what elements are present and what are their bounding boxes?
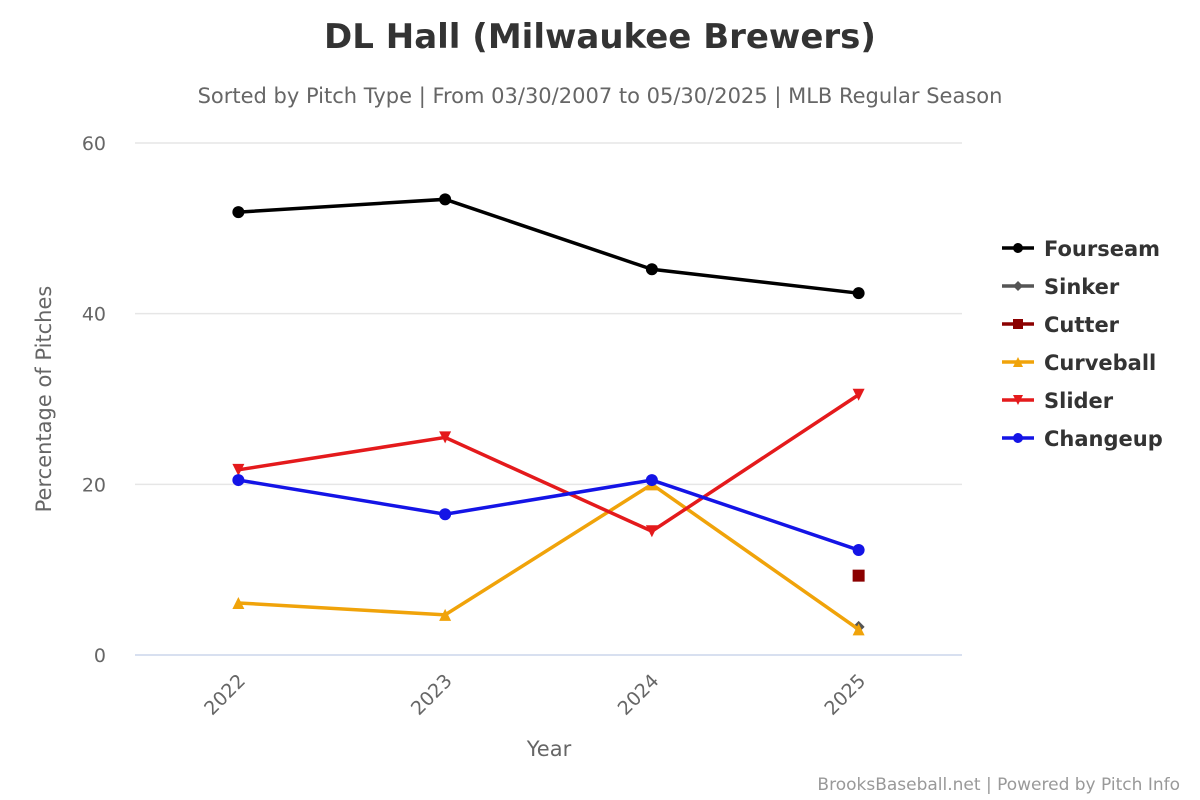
y-tick-label: 40 [82,304,106,326]
series-cutter [852,569,865,582]
y-tick-label: 60 [82,133,106,155]
y-axis-title: Percentage of Pitches [32,286,56,513]
x-axis-title: Year [526,737,572,761]
data-point [852,388,865,401]
legend-item[interactable]: Cutter [1002,313,1120,337]
legend-label: Fourseam [1044,237,1160,261]
series-changeup [232,474,865,557]
y-tick-label: 20 [82,474,106,496]
x-tick-label: 2024 [614,670,664,720]
data-point [439,193,452,206]
series-fourseam [232,193,865,300]
data-point [852,569,865,582]
data-point [439,608,452,621]
series-line [238,482,860,631]
legend-label: Slider [1044,389,1114,413]
chart-title: DL Hall (Milwaukee Brewers) [324,17,876,57]
legend-label: Curveball [1044,351,1156,375]
legend-label: Cutter [1044,313,1120,337]
legend-item[interactable]: Fourseam [1002,237,1160,261]
x-tick-label: 2022 [200,670,250,720]
data-point [232,206,245,219]
legend-item[interactable]: Slider [1002,389,1114,413]
x-tick-label: 2025 [820,670,870,720]
data-point [232,596,245,609]
data-point [852,544,865,557]
data-point [645,474,658,487]
legend-item[interactable]: Changeup [1002,427,1163,451]
series-line [238,478,860,552]
series-curveball [232,478,865,636]
data-point [1013,243,1023,253]
series-line [238,197,859,295]
legend-item[interactable]: Curveball [1002,351,1156,375]
y-tick-label: 0 [94,645,106,667]
data-point [645,263,658,276]
series-slider [232,388,865,538]
data-point [1013,319,1023,329]
legend-label: Changeup [1044,427,1163,451]
data-point [439,431,452,444]
x-tick-label: 2023 [407,670,457,720]
data-point [852,623,865,636]
chart-subtitle: Sorted by Pitch Type | From 03/30/2007 t… [198,84,1003,109]
data-point [1013,433,1023,443]
data-point [439,508,452,521]
data-point [232,463,245,476]
credit-text[interactable]: BrooksBaseball.net | Powered by Pitch In… [817,775,1180,795]
data-point [645,525,658,538]
data-point [1013,281,1023,291]
series-line [238,393,860,534]
data-point [852,287,865,300]
legend-item[interactable]: Sinker [1002,275,1120,299]
data-point [1013,357,1023,367]
data-point [1013,395,1023,405]
data-point [232,474,245,487]
legend-label: Sinker [1044,275,1120,299]
